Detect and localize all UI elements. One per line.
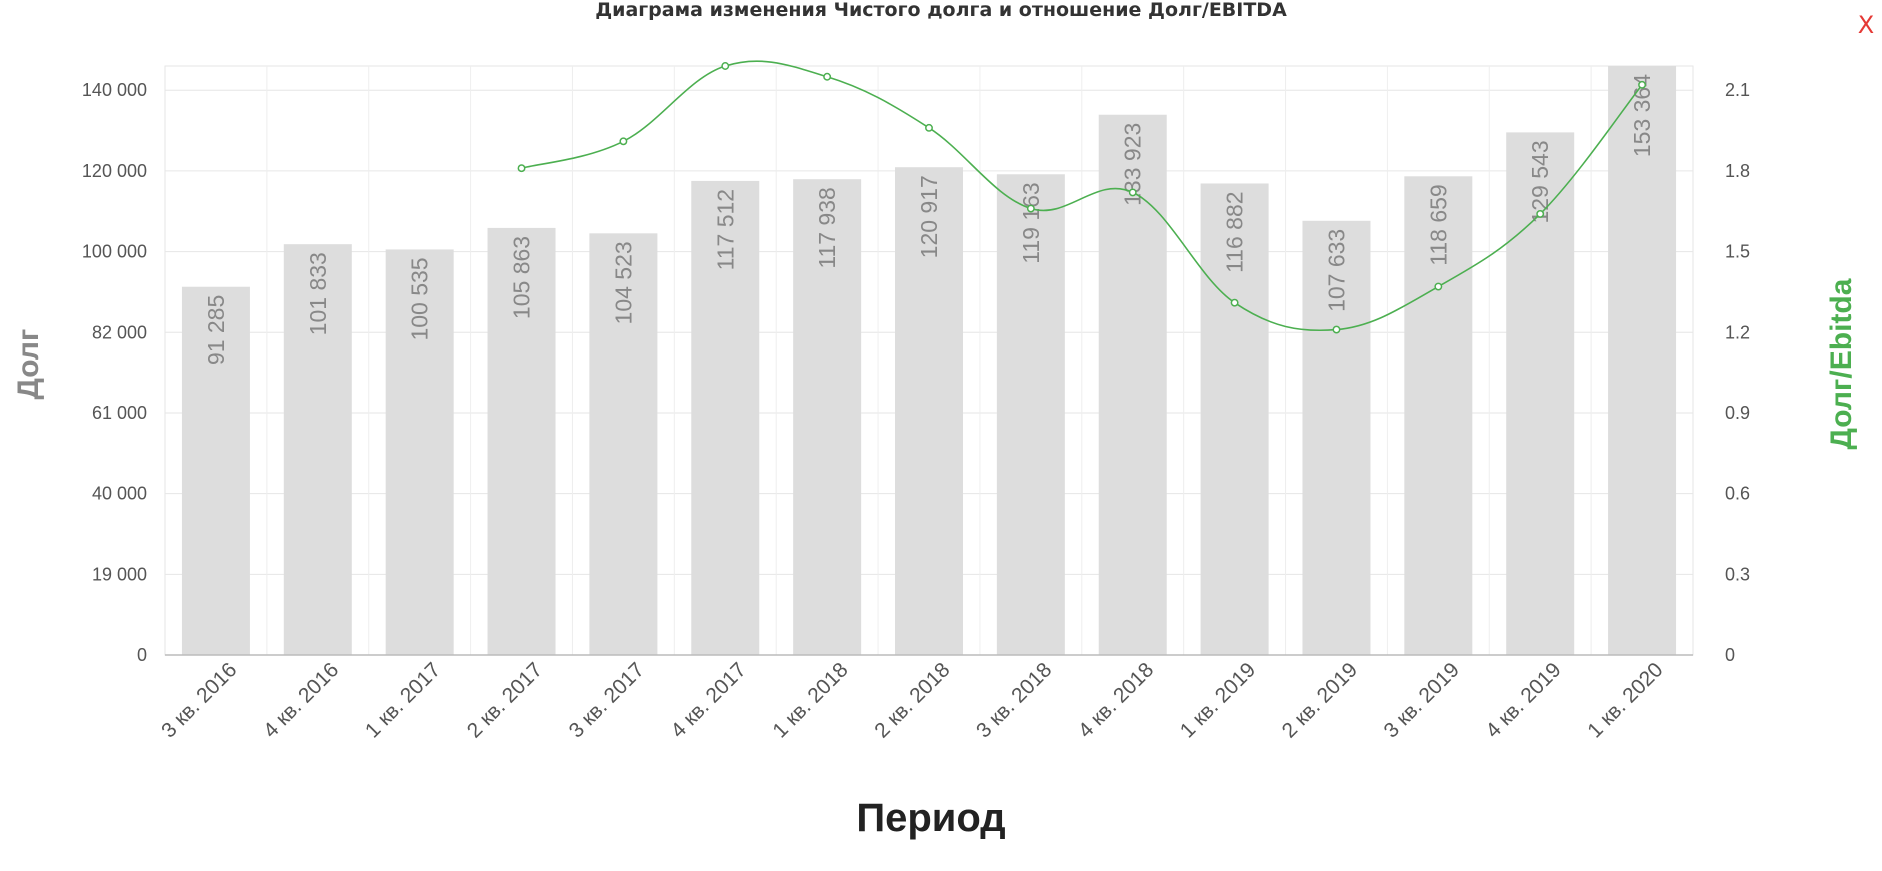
- x-tick-label: 3 кв. 2016: [157, 658, 241, 742]
- bar-layer: [181, 66, 1677, 656]
- y2-tick-label: 0: [1725, 645, 1735, 665]
- bar-value-label: 117 938: [814, 187, 840, 268]
- y-tick-label: 0: [137, 645, 147, 665]
- y-tick-label: 100 000: [82, 242, 147, 262]
- bar: [589, 233, 658, 656]
- y2-tick-label: 1.5: [1725, 242, 1750, 262]
- line-layer: [517, 60, 1647, 334]
- x-tick-label: 2 кв. 2017: [463, 658, 547, 742]
- x-tick-label: 3 кв. 2018: [972, 658, 1056, 742]
- bar-value-label: 118 659: [1425, 184, 1451, 265]
- y-axis-title: Долг: [12, 329, 45, 400]
- bar-value-label: 120 917: [916, 175, 942, 258]
- bar-value-label: 117 512: [712, 189, 738, 270]
- bar: [1098, 114, 1167, 655]
- ratio-point: [619, 137, 628, 146]
- bar-value-label: 105 863: [509, 236, 535, 319]
- x-tick-label: 2 кв. 2018: [870, 658, 954, 742]
- bar: [385, 249, 454, 655]
- bar-value-label: 119 163: [1018, 182, 1044, 263]
- ratio-point: [925, 123, 933, 132]
- close-button[interactable]: X: [1857, 11, 1875, 39]
- bar-value-label: 116 882: [1222, 191, 1248, 272]
- x-tick-label: 1 кв. 2018: [768, 658, 852, 742]
- ratio-point: [1230, 298, 1239, 307]
- x-tick-label: 1 кв. 2020: [1583, 658, 1667, 742]
- bar: [487, 227, 556, 656]
- bar: [1302, 220, 1371, 656]
- y2-tick-label: 0.6: [1725, 484, 1750, 504]
- bar: [793, 179, 862, 655]
- ratio-point: [721, 62, 730, 70]
- ratio-point: [1536, 209, 1545, 218]
- bar: [283, 244, 352, 655]
- x-tick-label: 2 кв. 2019: [1278, 658, 1362, 742]
- y2-tick-label: 1.8: [1725, 161, 1750, 181]
- bar-label-layer: 91 285 101 833 100 535 105 863 104 523 117 51…: [203, 74, 1655, 365]
- y-tick-label: 40 000: [92, 484, 147, 504]
- ratio-point: [1128, 188, 1137, 197]
- ratio-point: [1638, 80, 1647, 89]
- x-tick-label: 1 кв. 2017: [361, 658, 445, 742]
- bar: [895, 167, 963, 655]
- chart-title: Диаграма изменения Чистого долга и отнош…: [595, 0, 1287, 21]
- bar: [996, 174, 1065, 655]
- y-tick-label: 61 000: [92, 403, 147, 423]
- bar: [1506, 132, 1575, 655]
- bar: [1200, 183, 1269, 656]
- y-tick-label: 140 000: [82, 80, 147, 100]
- x-axis-title: Период: [856, 796, 1005, 840]
- x-tick-label: 3 кв. 2019: [1380, 658, 1464, 742]
- bar-value-label: 129 543: [1527, 140, 1553, 223]
- y-tick-label: 82 000: [92, 322, 147, 342]
- y2-tick-label: 2.1: [1725, 80, 1750, 100]
- ratio-point: [823, 72, 832, 81]
- bar: [181, 286, 250, 655]
- y2-tick-label: 1.2: [1725, 322, 1750, 342]
- ratio-line: [521, 60, 1643, 332]
- x-tick-label: 1 кв. 2019: [1176, 658, 1260, 742]
- y-tick-label: 120 000: [82, 161, 147, 181]
- bar: [1608, 66, 1677, 655]
- x-tick-label: 4 кв. 2016: [259, 658, 343, 742]
- x-tick-label: 4 кв. 2018: [1074, 658, 1158, 742]
- bar-value-label: 100 535: [407, 257, 433, 340]
- bar-value-label: 107 633: [1323, 229, 1349, 312]
- x-tick-label: 4 кв. 2019: [1481, 658, 1565, 742]
- bar-value-label: 104 523: [610, 241, 636, 324]
- y-tick-label: 19 000: [92, 564, 147, 584]
- y2-axis-title: Долг/Ebitda: [1825, 278, 1858, 449]
- ratio-point: [1332, 325, 1341, 334]
- ratio-point: [517, 164, 526, 173]
- x-tick-label: 4 кв. 2017: [666, 658, 750, 742]
- bar-value-label: 101 833: [305, 252, 331, 335]
- y2-tick-label: 0.3: [1725, 564, 1750, 584]
- ratio-point: [1434, 282, 1443, 291]
- ratio-point: [1026, 204, 1035, 213]
- x-tick-label: 3 кв. 2017: [565, 658, 649, 742]
- bar: [691, 180, 760, 655]
- y2-tick-label: 0.9: [1725, 403, 1750, 423]
- bar: [1404, 176, 1473, 655]
- bar-value-label: 91 285: [203, 295, 229, 365]
